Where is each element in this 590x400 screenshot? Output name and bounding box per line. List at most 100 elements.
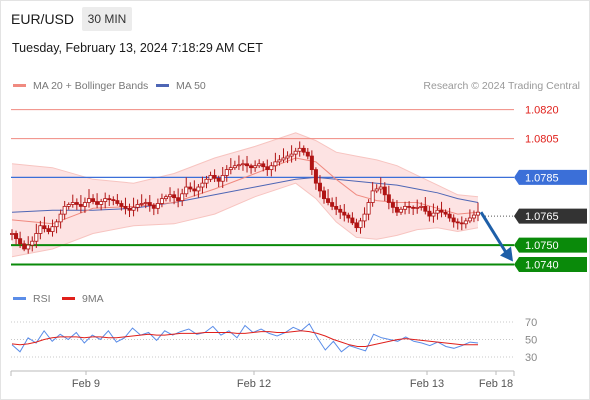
legend-rsi: RSI [13, 293, 51, 305]
candle-body [350, 217, 355, 224]
candle [123, 197, 128, 215]
candle-body [443, 211, 448, 215]
candle [46, 225, 51, 235]
candle [34, 223, 39, 248]
candle-body [439, 209, 444, 213]
candle [208, 171, 213, 183]
candle [277, 155, 282, 166]
candle-body [322, 190, 327, 200]
candle [317, 175, 322, 198]
rsi-ma-line [11, 330, 478, 347]
candle [135, 199, 140, 212]
candle [281, 148, 286, 163]
candle [184, 177, 189, 198]
candle [168, 187, 173, 202]
candle [99, 198, 104, 211]
candle-body [390, 202, 395, 208]
candle [463, 217, 468, 229]
candle [261, 161, 266, 172]
price-tag-1-0750-bg [514, 237, 587, 253]
candle [407, 201, 412, 214]
candle [216, 175, 221, 188]
candle-body [18, 238, 23, 245]
candle-body [281, 157, 286, 161]
candle [390, 198, 395, 214]
candle-body [180, 193, 185, 201]
candle [131, 197, 136, 217]
rsi-line [11, 323, 479, 353]
candle-body [50, 226, 55, 232]
candle [245, 155, 250, 173]
candle [386, 185, 391, 210]
candle-body [463, 220, 468, 225]
candle-body [305, 151, 310, 157]
candle [176, 188, 181, 208]
candle [338, 204, 343, 219]
candle-body [38, 225, 43, 234]
candle [82, 197, 87, 213]
candle-body [115, 200, 120, 204]
candle [301, 145, 306, 156]
price-tag-1-0740: 1.0740 [525, 259, 559, 271]
candle-body [338, 208, 343, 213]
candle-body [240, 163, 245, 166]
price-tag-1-0785: 1.0785 [525, 172, 559, 184]
candle [358, 217, 363, 234]
candle [188, 182, 193, 193]
candle [362, 207, 367, 228]
candle-body [143, 202, 148, 204]
candles [9, 141, 480, 254]
candle [18, 231, 23, 249]
candle-body [82, 202, 87, 207]
candle-body [224, 169, 229, 176]
candle [196, 184, 201, 198]
candle [111, 196, 116, 206]
candle-body [42, 225, 47, 230]
candle-body [277, 159, 282, 163]
candle-body [204, 178, 209, 184]
ma20-line [11, 157, 479, 225]
candle [447, 207, 452, 222]
candle-body [346, 214, 351, 219]
candle-body [155, 203, 160, 209]
candle [443, 209, 448, 217]
candle [147, 195, 152, 212]
candle [232, 160, 237, 170]
candle [38, 220, 43, 240]
candle-body [317, 182, 322, 192]
ma20-swatch [13, 83, 26, 87]
candle [313, 167, 318, 190]
candle [346, 212, 351, 223]
candle-body [62, 205, 67, 215]
candle [54, 219, 59, 234]
candle-body [245, 163, 250, 167]
legend-ma50: MA 50 [156, 80, 206, 92]
candle-body [127, 207, 132, 211]
candle [115, 194, 120, 206]
candle-body [34, 233, 39, 242]
candle-body [411, 206, 416, 209]
candle [200, 176, 205, 194]
candle-body [467, 217, 472, 222]
candle-body [431, 212, 436, 217]
candle [342, 204, 347, 222]
candle-body [334, 205, 339, 210]
candle-body [249, 165, 254, 169]
candle [285, 151, 290, 164]
candle [159, 193, 164, 208]
timeframe-button[interactable]: 30 MIN [82, 7, 132, 31]
candle-body [192, 188, 197, 192]
candle [180, 188, 185, 207]
candle [322, 186, 327, 204]
candle-body [176, 197, 181, 201]
candle-body [403, 205, 408, 210]
legend-ma20: MA 20 + Bollinger Bands [13, 80, 148, 92]
candle-body [326, 198, 331, 203]
candle-body [362, 213, 367, 222]
candle [155, 198, 160, 215]
candle [74, 198, 79, 210]
candle [163, 194, 168, 202]
credit-text: Research © 2024 Trading Central [423, 80, 580, 92]
candle [42, 216, 47, 233]
price-tag-1-0765: 1.0765 [525, 211, 559, 223]
